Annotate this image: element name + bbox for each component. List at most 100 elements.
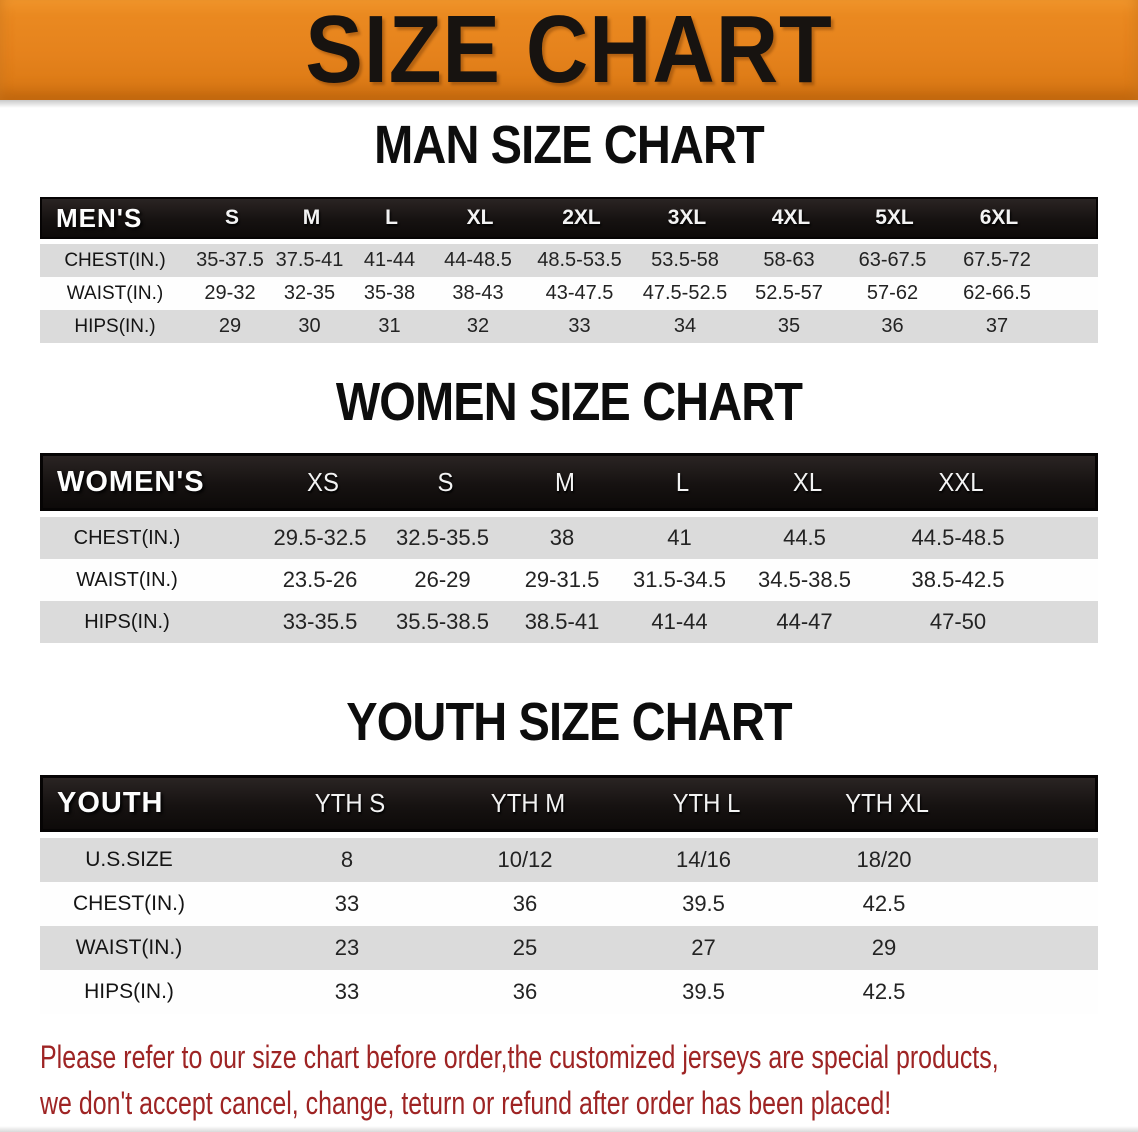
- table-cell: 8: [340, 847, 354, 872]
- table-cell: 37: [985, 315, 1009, 337]
- table-row: WAIST(IN.) 23.5-26 26-29 29-31.5 31.5-34.5 34…: [40, 559, 1098, 601]
- table-cell: 32-35: [283, 282, 336, 304]
- table-cell: 57-62: [866, 282, 919, 304]
- column-header: 2XL: [562, 206, 601, 229]
- row-label: WAIST(IN.): [75, 936, 183, 959]
- row-label: CHEST(IN.): [64, 249, 166, 271]
- table-cell: 29: [871, 935, 897, 960]
- table-cell: 26-29: [414, 567, 471, 592]
- column-header: S: [437, 466, 454, 497]
- table-row: CHEST(IN.) 33 36 39.5 42.5: [40, 882, 1098, 926]
- table-cell: 33: [334, 891, 360, 916]
- row-label: HIPS(IN.): [74, 315, 156, 337]
- column-header: L: [675, 466, 690, 497]
- table-cell: 42.5: [862, 891, 906, 916]
- table-cell: 18/20: [856, 847, 912, 872]
- column-header: S: [224, 206, 239, 229]
- column-header: M: [302, 206, 321, 229]
- table-cell: 14/16: [675, 847, 732, 872]
- table-cell: 44-47: [776, 609, 833, 634]
- table-cell: 44.5: [783, 525, 826, 550]
- table-header-band: YOUTH YTH S YTH M YTH L YTH XL: [40, 775, 1098, 832]
- table-header-band: MEN'S S M L XL 2XL 3XL 4XL 5XL 6XL: [40, 197, 1098, 239]
- row-label: CHEST(IN.): [73, 526, 181, 549]
- table-cell: 35-37.5: [196, 249, 264, 271]
- table-cell: 30: [298, 315, 321, 337]
- table-cell: 31.5-34.5: [633, 567, 726, 592]
- column-header: 6XL: [979, 206, 1019, 229]
- table-cell: 23.5-26: [282, 567, 358, 592]
- table-cell: 52.5-57: [755, 282, 823, 304]
- table-cell: 29.5-32.5: [273, 525, 367, 550]
- table-cell: 29-31.5: [524, 567, 600, 592]
- column-header: 3XL: [667, 206, 707, 229]
- column-header: YTH L: [672, 788, 741, 818]
- table-cell: 42.5: [862, 979, 906, 1004]
- section-heading-youth: YOUTH SIZE CHART: [346, 692, 792, 752]
- table-cell: 38-43: [452, 282, 504, 304]
- table-cell: 27: [691, 935, 716, 960]
- row-label: HIPS(IN.): [84, 980, 174, 1003]
- table-cell: 53.5-58: [651, 249, 719, 271]
- column-header: YTH S: [314, 788, 386, 818]
- table-cell: 29: [218, 315, 242, 337]
- table-cell: 63-67.5: [858, 249, 927, 271]
- table-cell: 67.5-72: [963, 249, 1031, 271]
- table-corner-label: YOUTH: [57, 787, 164, 819]
- table-header-band: WOMEN'S XS S M L XL XXL: [40, 453, 1098, 511]
- table-cell: 37.5-41: [275, 249, 344, 271]
- table-corner-label: MEN'S: [56, 202, 143, 233]
- column-header: XL: [466, 206, 494, 229]
- table-cell: 41: [667, 525, 692, 550]
- table-cell: 33: [334, 979, 360, 1004]
- table-body: CHEST(IN.) 29.5-32.5 32.5-35.5 38 41 44.5 44.5…: [40, 517, 1098, 643]
- table-cell: 33-35.5: [282, 609, 358, 634]
- table-cell: 43-47.5: [545, 282, 614, 304]
- column-header: 4XL: [771, 206, 811, 229]
- banner-title: SIZE CHART: [305, 0, 833, 103]
- table-row: CHEST(IN.) 29.5-32.5 32.5-35.5 38 41 44.5 44.5…: [40, 517, 1098, 559]
- table-cell: 31: [378, 315, 401, 337]
- row-label: CHEST(IN.): [73, 892, 185, 915]
- table-cell: 10/12: [497, 847, 553, 872]
- column-header: XL: [792, 466, 823, 497]
- section-heading-women: WOMEN SIZE CHART: [335, 372, 803, 432]
- row-label: WAIST(IN.): [76, 568, 178, 591]
- table-cell: 25: [512, 935, 538, 960]
- table-row: WAIST(IN.) 23 25 27 29: [40, 926, 1098, 970]
- table-corner-label: WOMEN'S: [57, 465, 205, 498]
- section-heading-man: MAN SIZE CHART: [374, 115, 765, 175]
- column-header: YTH XL: [845, 788, 929, 818]
- size-table-youth: YOUTH YTH S YTH M YTH L YTH XL U.S.SIZE 8 10/1…: [40, 775, 1098, 1014]
- column-header: XS: [307, 466, 339, 497]
- table-body: CHEST(IN.) 35-37.5 37.5-41 41-44 44-48.5 48.5…: [40, 244, 1098, 343]
- table-cell: 38.5-42.5: [911, 567, 1005, 592]
- banner-shadow: [0, 100, 1138, 108]
- table-cell: 47-50: [929, 609, 987, 634]
- column-header: 5XL: [875, 206, 914, 229]
- table-row: CHEST(IN.) 35-37.5 37.5-41 41-44 44-48.5 48.5…: [40, 244, 1098, 277]
- table-row: HIPS(IN.) 33-35.5 35.5-38.5 38.5-41 41-44 44-…: [40, 601, 1098, 643]
- table-cell: 41-44: [651, 609, 708, 634]
- table-cell: 32.5-35.5: [396, 525, 489, 550]
- column-header: M: [555, 466, 575, 497]
- disclaimer-line-2: we don't accept cancel, change, teturn o…: [40, 1085, 892, 1121]
- row-label: U.S.SIZE: [85, 848, 173, 871]
- table-cell: 34: [673, 315, 697, 337]
- size-table-mens: MEN'S S M L XL 2XL 3XL 4XL 5XL 6XL CHEST(IN.) 35-3…: [40, 197, 1098, 343]
- table-cell: 34.5-38.5: [758, 567, 851, 592]
- banner: SIZE CHART: [0, 0, 1138, 100]
- table-cell: 44.5-48.5: [911, 525, 1005, 550]
- table-cell: 41-44: [363, 249, 416, 271]
- table-cell: 36: [881, 315, 904, 337]
- column-header: YTH M: [490, 788, 566, 818]
- table-cell: 33: [568, 315, 591, 337]
- table-cell: 23: [334, 935, 360, 960]
- table-body: U.S.SIZE 8 10/12 14/16 18/20 CHEST(IN.) 33 36 39…: [40, 838, 1098, 1014]
- column-header: L: [385, 206, 398, 229]
- column-header: XXL: [938, 466, 984, 497]
- row-label: HIPS(IN.): [84, 610, 170, 633]
- table-cell: 62-66.5: [963, 282, 1031, 304]
- table-cell: 32: [466, 315, 490, 337]
- table-cell: 36: [512, 891, 538, 916]
